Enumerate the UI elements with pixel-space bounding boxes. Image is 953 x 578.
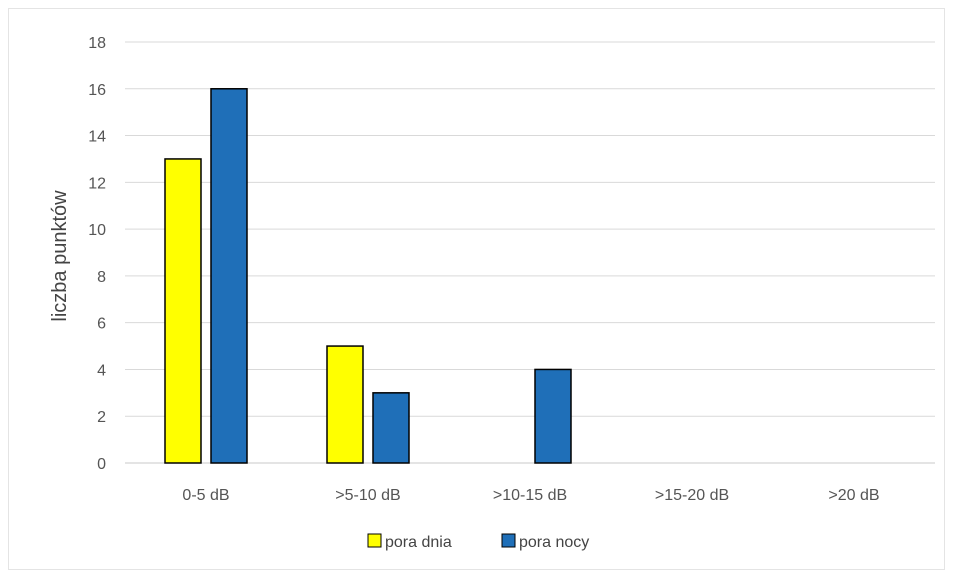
y-tick-label: 18	[88, 35, 106, 52]
y-tick-label: 8	[97, 269, 106, 286]
legend-label-pora-nocy: pora nocy	[519, 534, 589, 551]
x-tick-label: 0-5 dB	[182, 487, 229, 504]
y-axis-tick-labels: 0 2 4 6 8 10 12 14 16 18	[88, 35, 106, 473]
bar-pora-nocy-2	[534, 368, 572, 464]
bar-pora-nocy-0	[210, 88, 248, 464]
x-tick-label: >15-20 dB	[655, 487, 729, 504]
y-tick-label: 10	[88, 222, 106, 239]
y-tick-label: 4	[97, 362, 106, 379]
x-tick-label: >5-10 dB	[335, 487, 400, 504]
gridlines	[125, 41, 935, 464]
x-tick-label: >10-15 dB	[493, 487, 567, 504]
bar-pora-dnia-0	[164, 158, 202, 464]
y-tick-label: 2	[97, 409, 106, 426]
bar-pora-nocy-1	[372, 392, 410, 464]
y-tick-label: 6	[97, 316, 106, 333]
y-tick-label: 0	[97, 456, 106, 473]
x-axis-tick-labels: 0-5 dB >5-10 dB >10-15 dB >15-20 dB >20 dB	[182, 487, 879, 504]
bars	[164, 88, 572, 464]
bar-pora-dnia-1	[326, 345, 364, 464]
y-tick-label: 16	[88, 82, 106, 99]
y-axis-title: liczba punktów	[49, 190, 71, 322]
legend-label-pora-dnia: pora dnia	[385, 534, 452, 551]
legend: pora dnia pora nocy	[367, 533, 589, 551]
y-tick-label: 12	[88, 175, 106, 192]
legend-swatch-pora-dnia	[367, 533, 382, 548]
chart-frame	[8, 8, 945, 570]
legend-swatch-pora-nocy	[501, 533, 516, 548]
x-tick-label: >20 dB	[828, 487, 879, 504]
y-tick-label: 14	[88, 129, 106, 146]
